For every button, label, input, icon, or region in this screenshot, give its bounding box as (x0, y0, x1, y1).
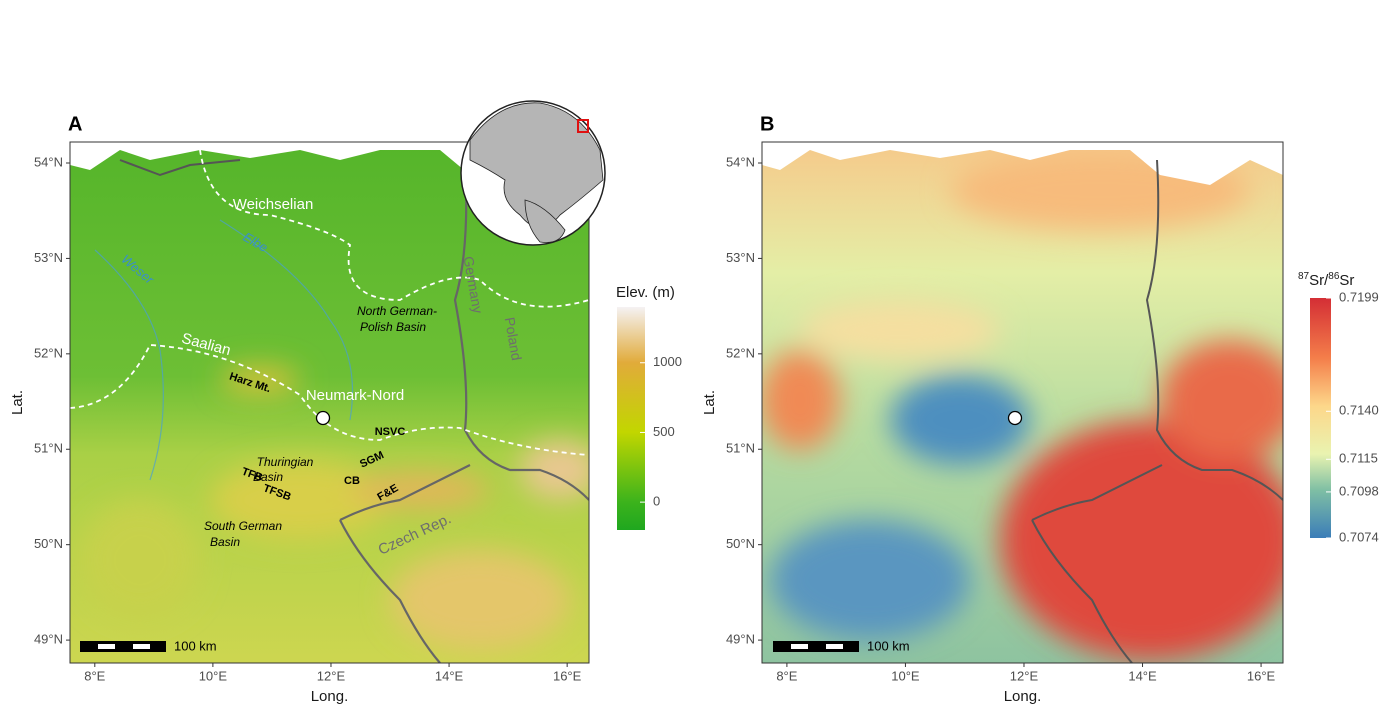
y-tick-label: 51°N (34, 441, 63, 456)
map-annotation: CB (344, 475, 360, 487)
y-tick-label: 50°N (726, 536, 755, 551)
x-tick-label: 8°E (84, 668, 105, 683)
panel-label: A (68, 113, 82, 135)
legend-tick-label: 500 (653, 424, 675, 439)
legend-title-part: 87 (1298, 271, 1310, 282)
y-tick-label: 52°N (34, 345, 63, 360)
x-tick-label: 14°E (435, 668, 464, 683)
x-tick-label: 12°E (317, 668, 346, 683)
y-tick-label: 49°N (726, 632, 755, 647)
map-annotation: NSVC (375, 426, 406, 438)
legend-tick-label: 0 (653, 494, 660, 509)
legend-tick-label: 0.7199 (1339, 289, 1379, 304)
map-annotation: Polish Basin (360, 320, 426, 334)
x-tick-label: 16°E (1247, 668, 1276, 683)
legend-colorbar (1310, 298, 1331, 538)
x-axis-title: Long. (1004, 688, 1042, 705)
legend-title-part: Sr (1339, 272, 1354, 289)
y-tick-label: 51°N (726, 441, 755, 456)
x-tick-label: 8°E (776, 668, 797, 683)
map-annotation: Basin (210, 535, 240, 549)
scale-label: 100 km (867, 638, 910, 653)
y-tick-label: 54°N (34, 154, 63, 169)
y-tick-label: 54°N (726, 154, 755, 169)
figure: 100 km 100 km Neumark-Nord A B Elev. (m)… (0, 0, 1396, 705)
y-tick-label: 50°N (34, 536, 63, 551)
map-annotation: Weichselian (233, 196, 314, 213)
panel-label: B (760, 113, 774, 135)
x-tick-label: 12°E (1010, 668, 1039, 683)
map-annotation: Thuringian (257, 455, 314, 469)
x-tick-label: 10°E (199, 668, 228, 683)
y-axis-title: Lat. (9, 390, 26, 415)
x-axis-title: Long. (311, 688, 349, 705)
legend-tick-label: 0.7098 (1339, 483, 1379, 498)
legend-tick-label: 1000 (653, 354, 682, 369)
strontium-map (760, 142, 1300, 663)
scale-label: 100 km (174, 638, 217, 653)
x-tick-label: 14°E (1128, 668, 1157, 683)
legend-title-part: Sr/ (1309, 272, 1329, 289)
legend-tick-label: 0.7115 (1339, 451, 1378, 466)
legend-title: Elev. (m) (616, 284, 675, 301)
y-axis-title: Lat. (701, 390, 718, 415)
legend-tick-label: 0.7140 (1339, 403, 1379, 418)
y-tick-label: 52°N (726, 345, 755, 360)
map-annotation: South German (204, 519, 282, 533)
site-marker (317, 412, 330, 425)
site-marker (1009, 412, 1022, 425)
map-annotation: North German- (357, 304, 437, 318)
globe-inset (461, 101, 605, 245)
y-tick-label: 53°N (726, 250, 755, 265)
legend-title-part: 86 (1328, 271, 1340, 282)
legend-tick-label: 0.7074 (1339, 529, 1379, 544)
x-tick-label: 10°E (891, 668, 920, 683)
x-tick-label: 16°E (553, 668, 582, 683)
site-label: Neumark-Nord (306, 387, 404, 404)
y-tick-label: 53°N (34, 250, 63, 265)
legend-title: 87Sr/86Sr (1298, 271, 1354, 289)
y-tick-label: 49°N (34, 632, 63, 647)
legend-colorbar (617, 307, 645, 530)
